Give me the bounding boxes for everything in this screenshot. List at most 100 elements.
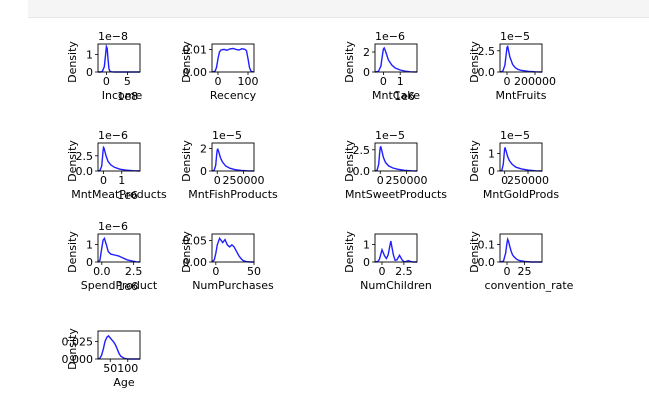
x-tick-label: 50 (247, 265, 261, 278)
x-tick-label: 250000 (223, 174, 265, 187)
axes-frame (499, 43, 543, 73)
density-curve (97, 334, 140, 360)
y-axis-label: Density (343, 231, 356, 273)
density-curve (499, 146, 543, 172)
x-axis-label: NumPurchases (192, 279, 274, 292)
y-tick-label: 0 (200, 165, 207, 178)
density-curve (211, 236, 254, 263)
x-tick-label: 25 (518, 265, 532, 278)
y-tick-label: 0 (488, 165, 495, 178)
x-axis-label: MntGoldProds (483, 188, 560, 201)
y-axis-label: Density (66, 41, 79, 83)
x-offset-label: 1e6 (117, 280, 138, 293)
y-tick-label: 0 (86, 66, 93, 79)
x-tick-label: 1 (118, 174, 125, 187)
y-offset-label: 1e−6 (98, 220, 128, 233)
y-tick-label: 2.5 (353, 144, 371, 157)
y-axis-label: Density (343, 41, 356, 83)
y-tick-label: 0 (86, 256, 93, 269)
y-axis-label: Density (180, 41, 193, 83)
y-axis-label: Density (343, 140, 356, 182)
y-offset-label: 1e−5 (500, 129, 530, 142)
x-tick-label: 5 (124, 75, 131, 88)
x-tick-label: 0.0 (93, 265, 111, 278)
axes-frame (499, 142, 543, 172)
axes-frame (374, 142, 418, 172)
axes-frame (97, 142, 141, 172)
y-tick-label: 0.05 (183, 234, 208, 247)
axes-frame (374, 43, 418, 73)
y-offset-label: 1e−6 (98, 129, 128, 142)
x-axis-label: SpendProduct (81, 279, 158, 292)
x-tick-label: 0 (504, 75, 511, 88)
x-tick-label: 1 (397, 75, 404, 88)
notebook-toolbar-strip (28, 0, 649, 18)
x-tick-label: 50 (103, 362, 117, 375)
density-curve (211, 47, 255, 73)
density-curve (499, 44, 543, 73)
axes-frame (211, 233, 255, 263)
y-tick-label: 0.00 (183, 256, 208, 269)
y-offset-label: 1e−5 (500, 30, 530, 43)
y-tick-label: 0.0 (478, 256, 496, 269)
y-tick-label: 0.0 (478, 66, 496, 79)
density-curve (499, 236, 542, 263)
x-tick-label: 0 (212, 265, 219, 278)
x-offset-label: 1e6 (117, 189, 138, 202)
axes-frame (97, 233, 141, 263)
y-tick-label: 1 (363, 239, 370, 252)
y-axis-label: Density (66, 328, 79, 370)
y-tick-label: 0.1 (478, 239, 496, 252)
y-tick-label: 0.000 (62, 353, 94, 366)
y-axis-label: Density (180, 140, 193, 182)
x-tick-label: 0 (214, 174, 221, 187)
y-axis-label: Density (180, 231, 193, 273)
x-tick-label: 0 (380, 75, 387, 88)
x-tick-label: 0 (103, 75, 110, 88)
subplot-mntsweetproducts: 0 250000 0.0 2.5 1e−5 Density MntSweetProducts (343, 129, 447, 201)
axes-frame (97, 43, 141, 73)
y-tick-label: 0.00 (183, 66, 208, 79)
y-axis-label: Density (66, 140, 79, 182)
x-axis-label: MntCake (372, 89, 420, 102)
x-axis-label: Income (102, 89, 143, 102)
x-axis-label: MntFruits (496, 89, 547, 102)
x-axis-label: MntFishProducts (188, 188, 278, 201)
density-curve (98, 43, 140, 73)
y-tick-label: 0.025 (62, 336, 94, 349)
y-tick-label: 1 (86, 49, 93, 62)
density-curve (97, 236, 141, 263)
y-tick-label: 0.01 (183, 44, 208, 57)
x-offset-label: 1e8 (117, 90, 138, 103)
axes-frame (211, 142, 255, 172)
x-axis-label: convention_rate (485, 279, 574, 292)
y-tick-label: 1 (86, 239, 93, 252)
y-offset-label: 1e−8 (98, 30, 128, 43)
x-tick-label: 2.5 (125, 265, 143, 278)
y-tick-label: 2.5 (478, 45, 496, 58)
density-curve (97, 145, 141, 172)
x-tick-label: 0 (215, 75, 222, 88)
density-curve (211, 147, 255, 172)
y-tick-label: 0.0 (76, 165, 94, 178)
x-offset-label: 1e6 (394, 90, 415, 103)
y-offset-label: 1e−5 (212, 129, 242, 142)
x-tick-label: 0 (379, 265, 386, 278)
x-tick-label: 0 (504, 265, 511, 278)
y-axis-label: Density (468, 231, 481, 273)
axes-frame (97, 330, 141, 360)
x-tick-label: 0 (100, 174, 107, 187)
y-tick-label: 2 (200, 143, 207, 156)
y-axis-label: Density (66, 231, 79, 273)
